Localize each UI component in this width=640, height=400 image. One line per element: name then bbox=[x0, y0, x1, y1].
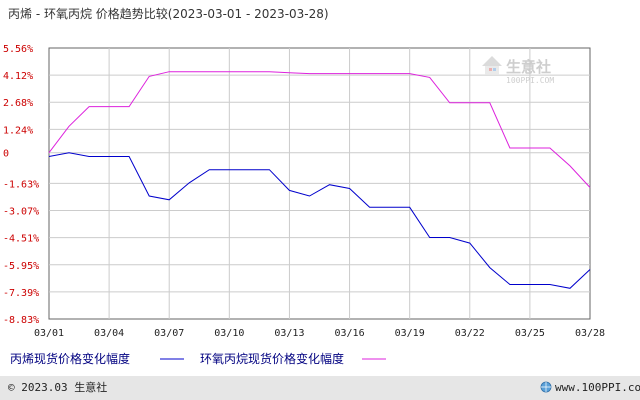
legend: 丙烯现货价格变化幅度 环氧丙烷现货价格变化幅度 bbox=[10, 351, 386, 366]
footer-website-link[interactable]: www.100PPI.com bbox=[555, 381, 640, 394]
series-lines bbox=[48, 71, 591, 289]
series-line-2 bbox=[48, 71, 591, 188]
footer-bar bbox=[0, 376, 640, 400]
chart-title: 丙烯 - 环氧丙烷 价格趋势比较(2023-03-01 - 2023-03-28… bbox=[8, 6, 329, 21]
x-tick-label: 03/04 bbox=[94, 328, 124, 339]
legend-label-series-2: 环氧丙烷现货价格变化幅度 bbox=[200, 351, 344, 366]
x-tick-label: 03/19 bbox=[395, 328, 425, 339]
x-tick-label: 03/13 bbox=[274, 328, 304, 339]
y-tick-label: -7.39% bbox=[3, 288, 39, 299]
y-tick-label: 0 bbox=[3, 149, 9, 160]
watermark-logo: 生意社 100PPI.COM bbox=[482, 56, 554, 85]
globe-icon bbox=[540, 381, 552, 393]
x-tick-label: 03/16 bbox=[335, 328, 365, 339]
y-tick-label: -4.51% bbox=[3, 234, 39, 245]
window-icon bbox=[493, 68, 496, 71]
grid-lines bbox=[49, 48, 590, 319]
x-tick-label: 03/25 bbox=[515, 328, 545, 339]
y-tick-label: -1.63% bbox=[3, 179, 39, 190]
house-roof-icon bbox=[482, 56, 502, 66]
series-line-1 bbox=[48, 152, 591, 289]
y-tick-label: 5.56% bbox=[3, 44, 33, 55]
y-tick-label: -5.95% bbox=[3, 261, 39, 272]
footer-copyright: © 2023.03 生意社 bbox=[8, 380, 107, 394]
x-tick-label: 03/10 bbox=[214, 328, 244, 339]
y-axis-ticks: 5.56% 4.12% 2.68% 1.24% 0 -1.63% -3.07% -4.51% -… bbox=[3, 44, 39, 326]
legend-label-series-1: 丙烯现货价格变化幅度 bbox=[10, 351, 130, 366]
y-tick-label: 1.24% bbox=[3, 125, 33, 136]
watermark-name: 生意社 bbox=[506, 58, 551, 76]
x-tick-label: 03/22 bbox=[455, 328, 485, 339]
y-tick-label: -8.83% bbox=[3, 315, 39, 326]
x-axis-ticks: 03/01 03/04 03/07 03/10 03/13 03/16 03/19 03/22… bbox=[34, 328, 605, 339]
x-tick-label: 03/28 bbox=[575, 328, 605, 339]
watermark-url: 100PPI.COM bbox=[506, 76, 554, 85]
y-tick-label: -3.07% bbox=[3, 207, 39, 218]
y-tick-label: 4.12% bbox=[3, 71, 33, 82]
x-tick-label: 03/01 bbox=[34, 328, 64, 339]
y-tick-label: 2.68% bbox=[3, 98, 33, 109]
x-tick-label: 03/07 bbox=[154, 328, 184, 339]
window-icon bbox=[489, 68, 492, 71]
